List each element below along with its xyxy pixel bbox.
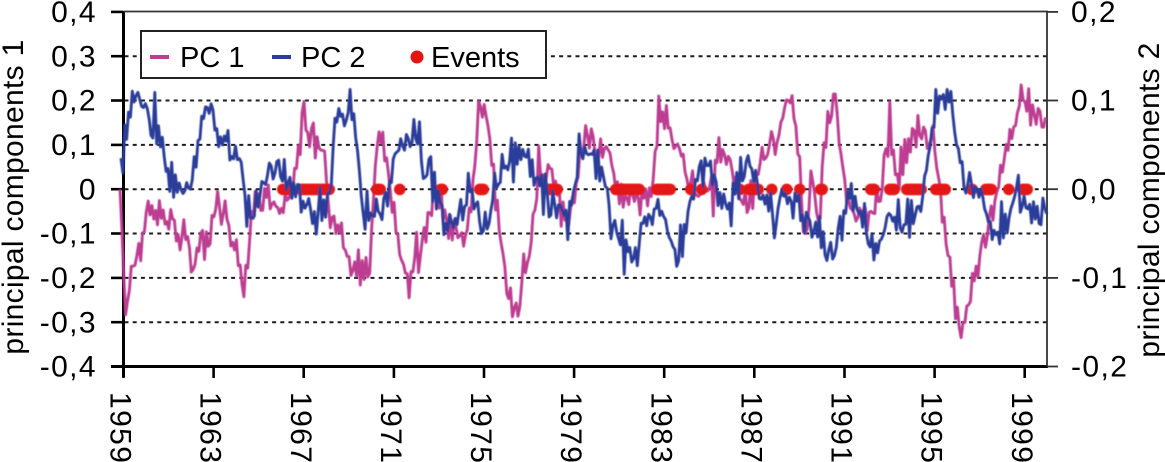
svg-text:1963: 1963 — [194, 392, 227, 462]
svg-text:1971: 1971 — [374, 392, 407, 462]
svg-text:0,3: 0,3 — [51, 40, 97, 73]
svg-text:0,0: 0,0 — [1071, 173, 1117, 206]
svg-text:PC 2: PC 2 — [301, 42, 365, 74]
svg-text:1975: 1975 — [464, 392, 497, 462]
svg-text:0,2: 0,2 — [51, 85, 97, 118]
svg-text:1991: 1991 — [825, 392, 858, 462]
svg-text:principal components 2: principal components 2 — [1133, 42, 1165, 357]
svg-text:-0,1: -0,1 — [1071, 262, 1128, 295]
svg-text:1987: 1987 — [734, 392, 767, 462]
svg-text:PC 1: PC 1 — [180, 42, 244, 74]
svg-text:0,4: 0,4 — [51, 0, 97, 29]
svg-text:1995: 1995 — [915, 392, 948, 462]
svg-text:0,1: 0,1 — [1071, 85, 1117, 118]
svg-text:-0,4: -0,4 — [40, 351, 97, 384]
svg-text:1979: 1979 — [554, 392, 587, 462]
svg-text:-0,2: -0,2 — [1071, 351, 1128, 384]
svg-text:-0,2: -0,2 — [40, 262, 97, 295]
svg-text:1999: 1999 — [1005, 392, 1038, 462]
svg-text:1983: 1983 — [644, 392, 677, 462]
svg-text:Events: Events — [431, 42, 520, 74]
svg-text:principal components 1: principal components 1 — [0, 39, 30, 354]
svg-text:0,2: 0,2 — [1071, 0, 1117, 29]
svg-text:1967: 1967 — [284, 392, 317, 462]
svg-text:-0,1: -0,1 — [40, 218, 97, 251]
svg-text:1959: 1959 — [104, 392, 137, 462]
svg-text:0,1: 0,1 — [51, 129, 97, 162]
svg-text:-0,3: -0,3 — [40, 306, 97, 339]
svg-text:0: 0 — [79, 173, 97, 206]
